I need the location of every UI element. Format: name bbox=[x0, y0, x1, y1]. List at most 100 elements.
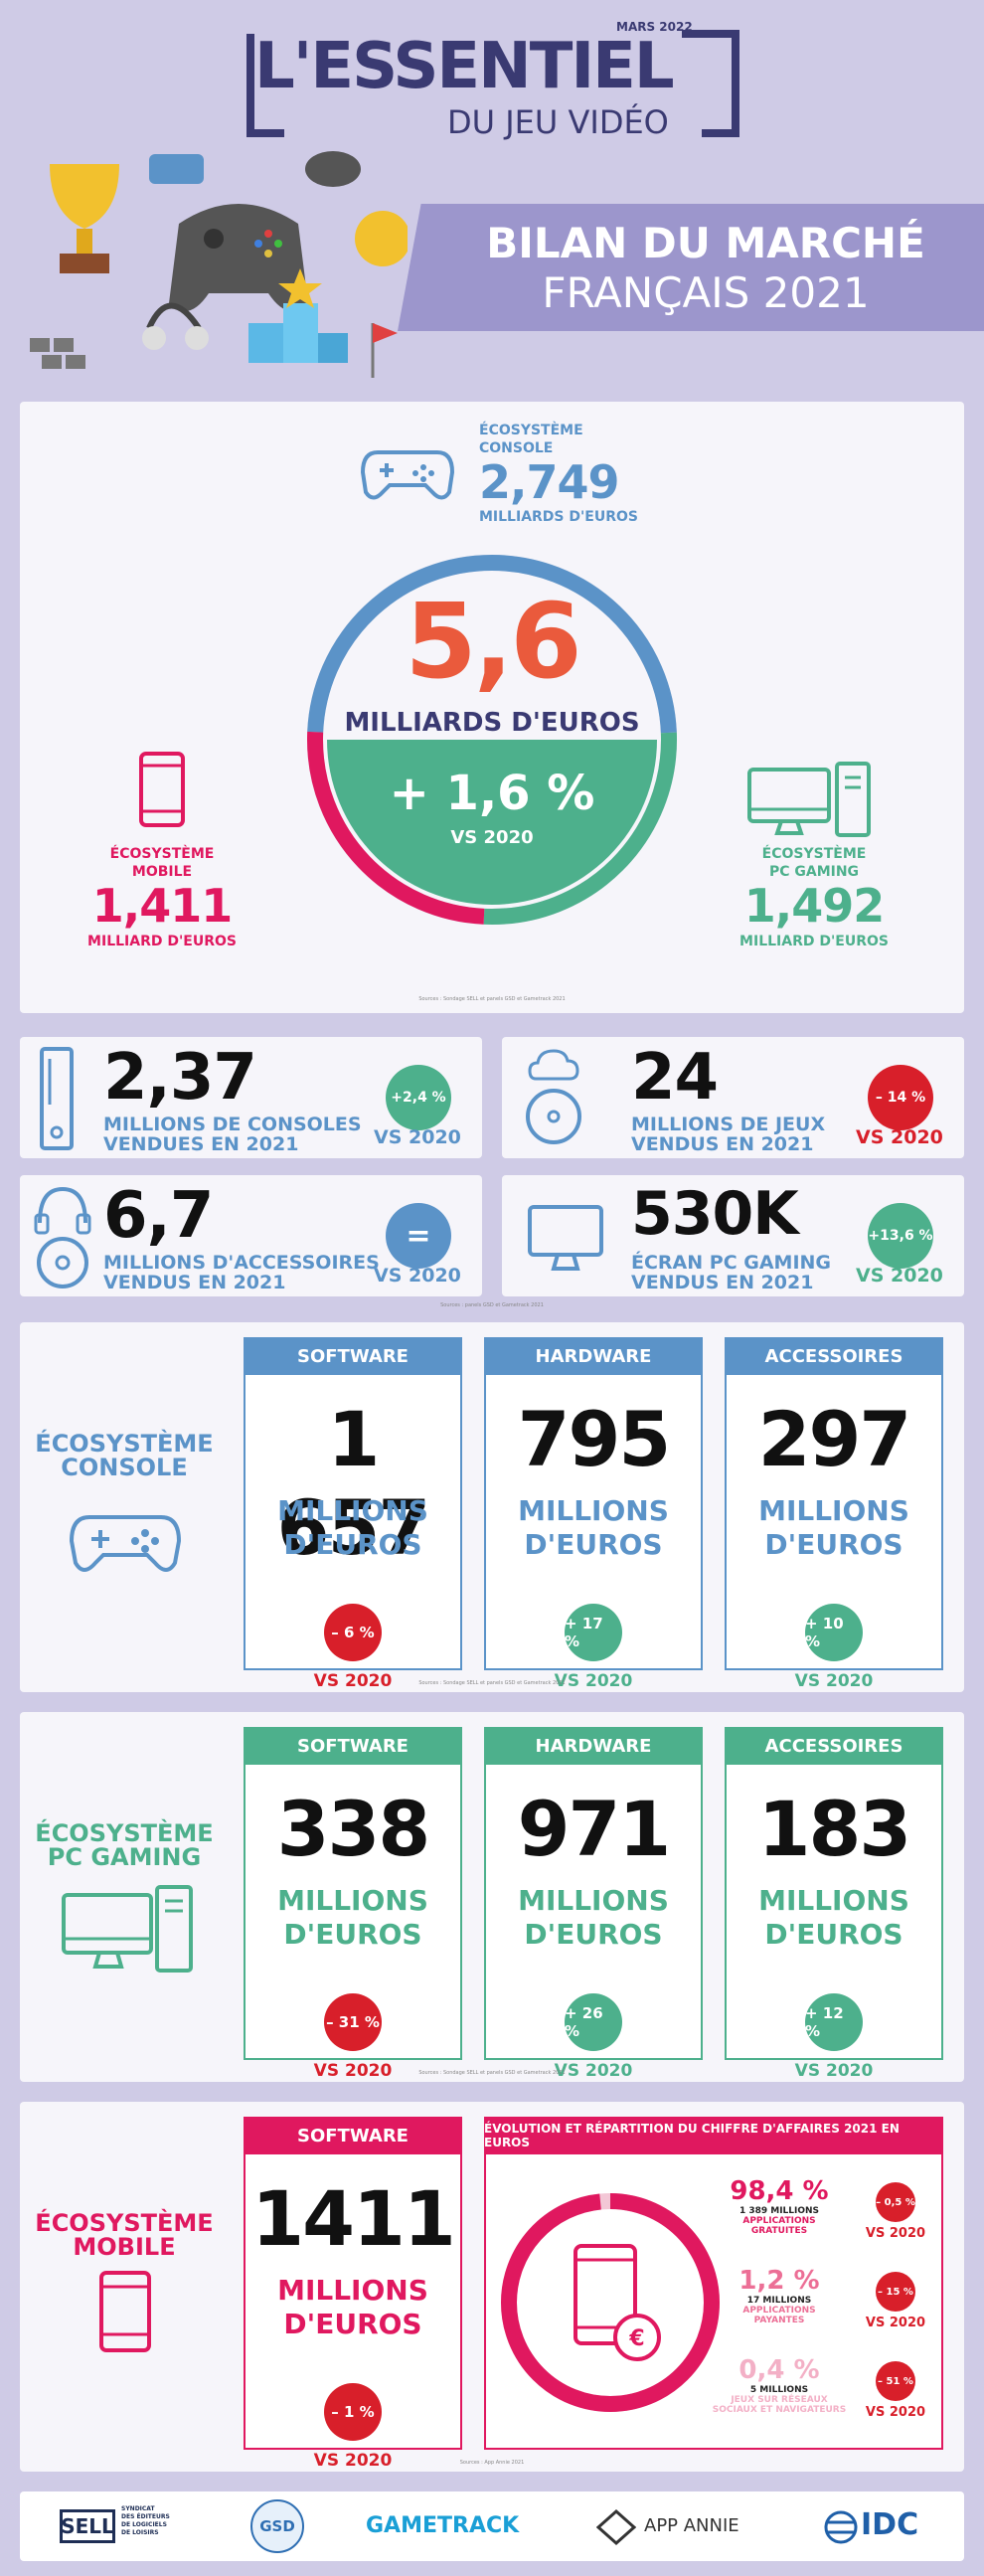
pc-hardware-value: 971 bbox=[517, 1785, 672, 1873]
unit-line1: MILLIONS bbox=[758, 1884, 909, 1917]
gsd-logo[interactable]: GSD bbox=[250, 2499, 304, 2553]
console-accessories-head: ACCESSOIRES bbox=[725, 1337, 943, 1375]
desktop-pc-icon bbox=[747, 762, 871, 837]
mobile-software-vs: VS 2020 bbox=[313, 2451, 393, 2471]
console-hardware-value: 795 bbox=[517, 1395, 672, 1483]
console-software-value: 1 657 bbox=[276, 1395, 431, 1572]
console-accessories-vs: VS 2020 bbox=[794, 1671, 874, 1691]
stat-screens-vs: VS 2020 bbox=[856, 1265, 943, 1287]
social-games-pct: 0,4 % bbox=[738, 2355, 820, 2385]
stat-games-label-line2: VENDUS EN 2021 bbox=[631, 1133, 814, 1155]
stat-screens-label: ÉCRAN PC GAMING VENDUS EN 2021 bbox=[631, 1253, 831, 1292]
paid-apps-amount: 17 MILLIONS bbox=[746, 2296, 812, 2306]
console-hardware-head: HARDWARE bbox=[484, 1337, 703, 1375]
pc-accessories-card: ACCESSOIRES 183 MILLIONS D'EUROS + 12 % V… bbox=[725, 1727, 943, 2081]
pc-accessories-value: 183 bbox=[757, 1785, 912, 1873]
pc-hardware-card: HARDWARE 971 MILLIONS D'EUROS + 26 % VS 2… bbox=[484, 1727, 703, 2081]
console-software-unit: MILLIONS D'EUROS bbox=[246, 1494, 460, 1562]
social-games-label1: JEUX SUR RÉSEAUX bbox=[731, 2395, 828, 2405]
console-eco-label-line2: CONSOLE bbox=[479, 440, 554, 456]
stat-accessories-vs: VS 2020 bbox=[374, 1265, 461, 1287]
stat-accessories-value: 6,7 bbox=[103, 1179, 214, 1253]
console-accessories-value: 297 bbox=[757, 1395, 912, 1483]
mobile-section-label: ÉCOSYSTÈME MOBILE bbox=[20, 2211, 229, 2259]
social-games-vs: VS 2020 bbox=[865, 2405, 926, 2420]
mobile-software-unit: MILLIONS D'EUROS bbox=[246, 2274, 460, 2341]
pc-hardware-head: HARDWARE bbox=[484, 1727, 703, 1765]
unit-line2: D'EUROS bbox=[283, 1528, 422, 1561]
pc-section-label: ÉCOSYSTÈME PC GAMING bbox=[20, 1821, 229, 1869]
mobile-software-head: SOFTWARE bbox=[244, 2117, 462, 2154]
svg-text:€: € bbox=[628, 2326, 644, 2351]
pc-software-head: SOFTWARE bbox=[244, 1727, 462, 1765]
console-accessories-badge: + 10 % bbox=[805, 1604, 863, 1661]
title-frame bbox=[246, 30, 739, 137]
mobile-software-value: 1411 bbox=[251, 2174, 456, 2263]
stat-games-badge: – 14 % bbox=[868, 1065, 933, 1130]
console-source: Sources : Sondage SELL et panels GSD et … bbox=[418, 1680, 566, 1686]
gametrack-logo[interactable]: GAMETRACK bbox=[366, 2513, 520, 2538]
total-growth-vs: VS 2020 bbox=[450, 827, 534, 848]
banner-line1: BILAN DU MARCHÉ bbox=[486, 219, 925, 267]
stats-source: Sources : panels GSD et Gametrack 2021 bbox=[440, 1302, 544, 1308]
stat-consoles-vs: VS 2020 bbox=[374, 1126, 461, 1148]
mobile-row-social: 0,4 % 5 MILLIONS JEUX SUR RÉSEAUX SOCIAU… bbox=[711, 2355, 848, 2415]
console-section-gamepad-icon bbox=[69, 1515, 182, 1572]
console-hardware-card: HARDWARE 795 MILLIONS D'EUROS + 17 % VS 2… bbox=[484, 1337, 703, 1691]
free-apps-label2: GRATUITES bbox=[750, 2226, 808, 2236]
app-annie-logo[interactable]: APP ANNIE bbox=[644, 2515, 739, 2536]
idc-logo[interactable]: IDC bbox=[861, 2507, 919, 2542]
pc-accessories-vs: VS 2020 bbox=[794, 2061, 874, 2081]
paid-apps-badge: – 15 % bbox=[876, 2272, 915, 2312]
paid-apps-label2: PAYANTES bbox=[753, 2316, 805, 2325]
mobile-section-phone-icon bbox=[99, 2271, 151, 2352]
console-software-badge: – 6 % bbox=[324, 1604, 382, 1661]
console-section-label: ÉCOSYSTÈME CONSOLE bbox=[20, 1432, 229, 1479]
mobile-breakdown-ring: € bbox=[501, 2193, 720, 2412]
footer-logos: SELL SYNDICAT DES ÉDITEURS DE LOGICIELS … bbox=[20, 2491, 964, 2561]
sell-logo[interactable]: SELL bbox=[60, 2509, 115, 2543]
free-apps-amount: 1 389 MILLIONS bbox=[738, 2206, 820, 2216]
mobile-row-free: 98,4 % 1 389 MILLIONS APPLICATIONS GRATU… bbox=[725, 2176, 834, 2236]
stat-accessories-label: MILLIONS D'ACCESSOIRES VENDUS EN 2021 bbox=[103, 1253, 380, 1292]
pc-section-label-line2: PC GAMING bbox=[47, 1843, 202, 1871]
stat-consoles: 2,37 MILLIONS DE CONSOLES VENDUES EN 202… bbox=[20, 1037, 482, 1158]
unit-line2: D'EUROS bbox=[283, 1918, 422, 1951]
pc-software-value: 338 bbox=[276, 1785, 431, 1873]
stat-games-label: MILLIONS DE JEUX VENDUS EN 2021 bbox=[631, 1115, 825, 1154]
mobile-eco-label-line1: ÉCOSYSTÈME bbox=[109, 846, 215, 862]
app-annie-icon bbox=[596, 2509, 636, 2545]
sell-text2: DES ÉDITEURS bbox=[121, 2513, 170, 2520]
unit-line2: D'EUROS bbox=[764, 1918, 903, 1951]
paid-apps-vs: VS 2020 bbox=[865, 2316, 926, 2330]
donut-segment-mobile bbox=[307, 555, 677, 925]
pc-accessories-unit: MILLIONS D'EUROS bbox=[727, 1884, 941, 1952]
console-accessories-card: ACCESSOIRES 297 MILLIONS D'EUROS + 10 % V… bbox=[725, 1337, 943, 1691]
pc-source: Sources : Sondage SELL et panels GSD et … bbox=[418, 2070, 566, 2076]
growth-half bbox=[327, 740, 657, 905]
pc-software-unit: MILLIONS D'EUROS bbox=[246, 1884, 460, 1952]
console-software-card: SOFTWARE 1 657 MILLIONS D'EUROS – 6 % VS … bbox=[244, 1337, 462, 1691]
stat-games-value: 24 bbox=[631, 1041, 719, 1115]
paid-apps-pct: 1,2 % bbox=[738, 2266, 820, 2296]
console-section-label-line2: CONSOLE bbox=[61, 1454, 188, 1481]
console-section-label-line1: ÉCOSYSTÈME bbox=[35, 1430, 214, 1458]
stat-screens: 530K ÉCRAN PC GAMING VENDUS EN 2021 +13,… bbox=[502, 1175, 964, 1296]
unit-line2: D'EUROS bbox=[524, 1918, 663, 1951]
unit-line2: D'EUROS bbox=[524, 1528, 663, 1561]
pc-hardware-unit: MILLIONS D'EUROS bbox=[486, 1884, 701, 1952]
stat-screens-label-line1: ÉCRAN PC GAMING bbox=[631, 1252, 832, 1274]
pc-section-label-line1: ÉCOSYSTÈME bbox=[35, 1819, 214, 1847]
headset-wheel-icon bbox=[34, 1186, 91, 1288]
idc-globe-icon bbox=[824, 2510, 858, 2544]
stat-games: 24 MILLIONS DE JEUX VENDUS EN 2021 – 14 … bbox=[502, 1037, 964, 1158]
pc-eco-label-line2: PC GAMING bbox=[768, 864, 860, 880]
pc-section-desktop-icon bbox=[62, 1885, 193, 1973]
pc-software-card: SOFTWARE 338 MILLIONS D'EUROS – 31 % VS 2… bbox=[244, 1727, 462, 2081]
pc-hardware-badge: + 26 % bbox=[565, 1993, 622, 2051]
social-games-label2: SOCIAUX ET NAVIGATEURS bbox=[712, 2405, 847, 2415]
mobile-breakdown-card: ÉVOLUTION ET RÉPARTITION DU CHIFFRE D'AF… bbox=[484, 2117, 943, 2450]
pc-eco-unit: MILLIARD D'EUROS bbox=[739, 934, 889, 949]
unit-line1: MILLIONS bbox=[758, 1494, 909, 1527]
pc-eco-label: ÉCOSYSTÈME PC GAMING bbox=[692, 845, 936, 881]
